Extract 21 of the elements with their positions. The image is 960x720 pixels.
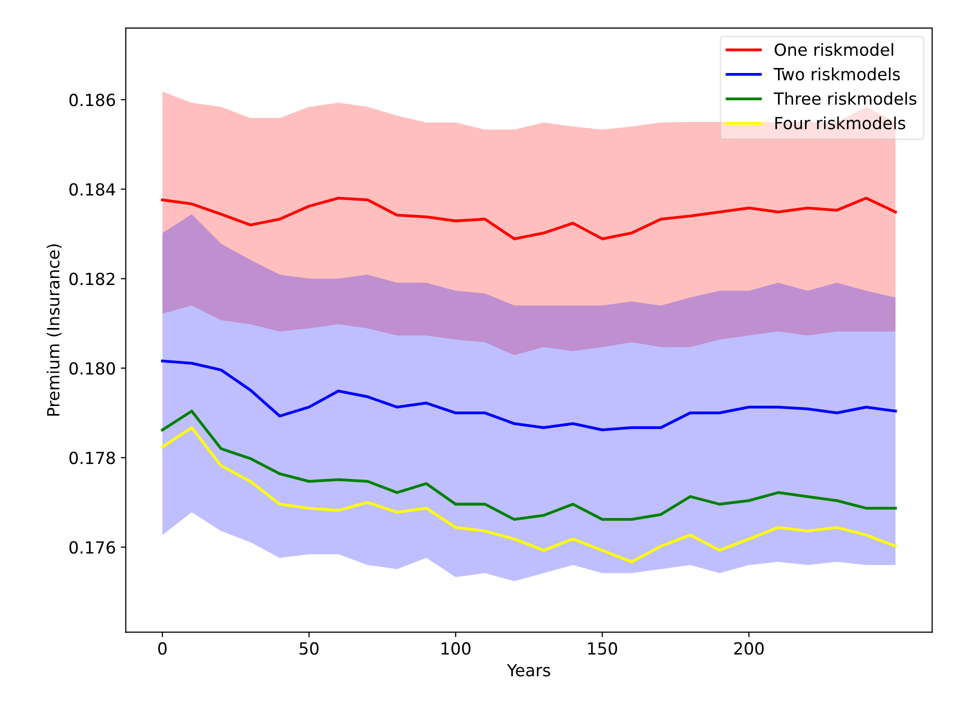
x-axis-title: Years	[506, 664, 550, 676]
x-tick-label: 200	[734, 642, 764, 655]
x-tick-label: 0	[158, 642, 167, 655]
y-tick-label: 0.184	[69, 183, 116, 196]
y-tick-label: 0.186	[69, 94, 115, 106]
y-axis-title: Premium (Insurance)	[46, 244, 62, 416]
line-series	[161, 426, 897, 564]
y-tick-label: 0.180	[69, 362, 115, 375]
x-tick-label: 150	[588, 642, 618, 655]
legend-label: Three riskmodels	[774, 92, 916, 105]
line-series	[161, 196, 897, 240]
x-tick-label: 100	[442, 642, 470, 655]
legend-label: Two riskmodels	[774, 68, 900, 80]
x-tick-label: 50	[300, 642, 319, 655]
legend-label: Four riskmodels	[775, 116, 906, 130]
y-tick-label: 0.176	[69, 541, 115, 554]
line-series	[161, 410, 897, 521]
line-series	[161, 360, 897, 432]
y-tick-label: 0.182	[69, 272, 114, 286]
legend-label: One riskmodel	[774, 43, 894, 56]
y-tick-label: 0.178	[69, 452, 115, 464]
